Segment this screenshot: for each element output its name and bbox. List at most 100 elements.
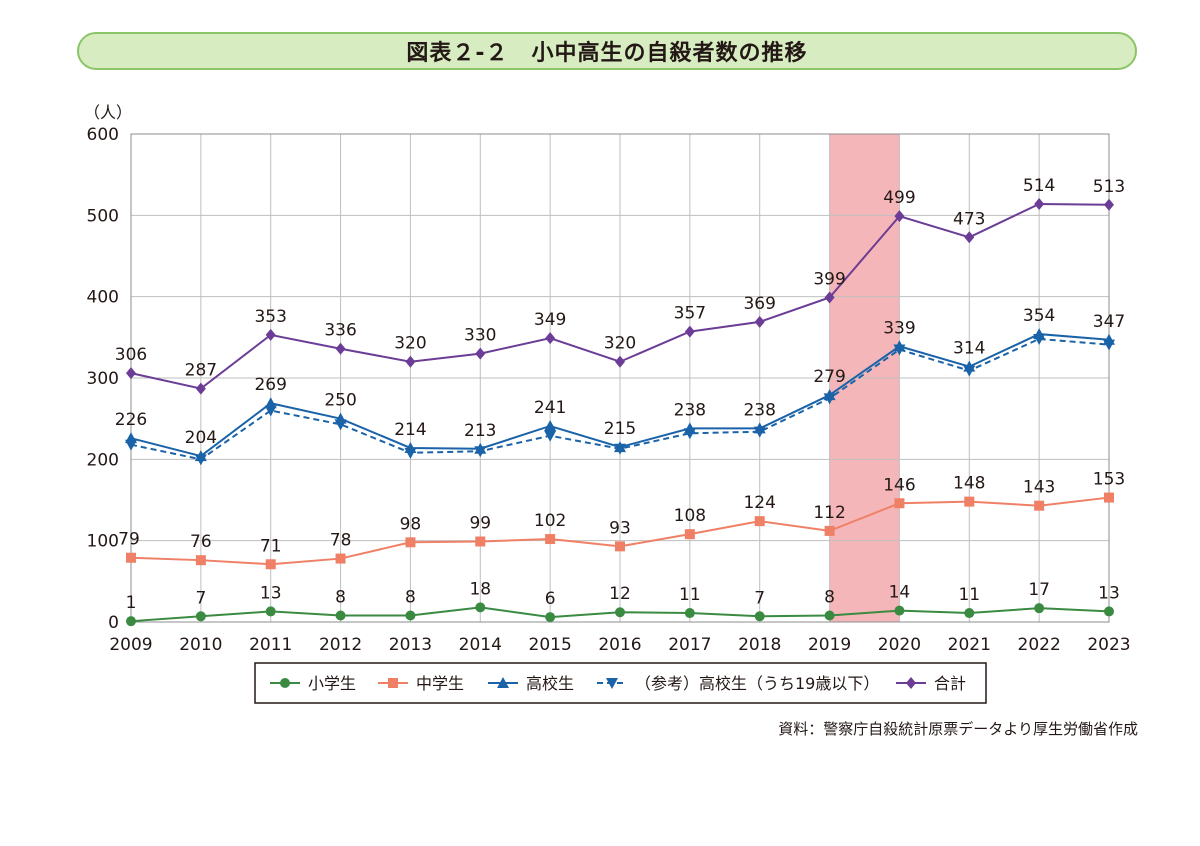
data-label: 7 bbox=[754, 588, 765, 608]
chart-title-bar: 図表２-２ 小中高生の自殺者数の推移 bbox=[77, 32, 1137, 70]
data-point bbox=[475, 602, 486, 613]
x-tick-label: 2020 bbox=[878, 635, 921, 655]
chart-title: 図表２-２ 小中高生の自殺者数の推移 bbox=[406, 41, 808, 66]
data-label: 347 bbox=[1093, 312, 1125, 332]
x-tick-label: 2013 bbox=[389, 635, 432, 655]
data-label: 226 bbox=[115, 410, 147, 430]
data-label: 336 bbox=[324, 321, 356, 341]
x-tick-label: 2014 bbox=[459, 635, 502, 655]
data-label: 17 bbox=[1028, 580, 1050, 600]
legend-marker bbox=[388, 678, 398, 688]
legend-marker bbox=[906, 677, 916, 689]
data-label: 8 bbox=[335, 587, 346, 607]
y-axis-label: （人） bbox=[84, 103, 132, 122]
y-tick-label: 100 bbox=[87, 532, 119, 552]
data-point bbox=[963, 360, 976, 372]
data-point bbox=[614, 441, 626, 453]
data-point bbox=[684, 529, 695, 540]
data-point bbox=[964, 231, 975, 244]
data-label: 99 bbox=[469, 513, 491, 533]
x-tick-label: 2015 bbox=[529, 635, 572, 655]
data-point bbox=[264, 405, 277, 417]
data-point bbox=[195, 555, 206, 566]
x-tick-label: 2012 bbox=[319, 635, 362, 655]
data-point bbox=[894, 605, 905, 616]
data-point bbox=[265, 328, 276, 341]
source-note: 資料：警察庁自殺統計原票データより厚生労働省作成 bbox=[778, 720, 1138, 738]
data-label: 13 bbox=[260, 583, 282, 603]
data-label: 320 bbox=[604, 334, 636, 354]
data-point bbox=[126, 616, 136, 627]
data-label: 112 bbox=[813, 503, 845, 523]
data-label: 369 bbox=[743, 294, 775, 314]
legend-label: 中学生 bbox=[416, 674, 464, 693]
data-point bbox=[335, 553, 346, 564]
x-tick-label: 2018 bbox=[738, 635, 781, 655]
data-point bbox=[1104, 492, 1114, 503]
data-label: 238 bbox=[743, 400, 775, 420]
data-point bbox=[545, 612, 556, 623]
data-label: 12 bbox=[609, 584, 631, 604]
data-label: 215 bbox=[604, 419, 636, 439]
data-label: 13 bbox=[1098, 583, 1120, 603]
data-label: 269 bbox=[254, 375, 286, 395]
data-label: 108 bbox=[674, 506, 706, 526]
legend-marker bbox=[606, 678, 618, 689]
data-point bbox=[475, 347, 486, 360]
data-label: 473 bbox=[953, 209, 985, 229]
x-tick-label: 2023 bbox=[1087, 635, 1130, 655]
x-tick-label: 2010 bbox=[179, 635, 222, 655]
x-tick-label: 2017 bbox=[668, 635, 711, 655]
data-point bbox=[824, 525, 835, 536]
data-point bbox=[195, 611, 206, 622]
x-tick-label: 2009 bbox=[109, 635, 152, 655]
data-point bbox=[894, 498, 905, 509]
data-point bbox=[126, 367, 136, 380]
data-label: 514 bbox=[1023, 176, 1055, 196]
data-point bbox=[334, 412, 347, 424]
x-tick-label: 2021 bbox=[948, 635, 991, 655]
data-label: 8 bbox=[405, 587, 416, 607]
x-tick-label: 2022 bbox=[1018, 635, 1061, 655]
data-point bbox=[1034, 197, 1045, 210]
y-tick-label: 500 bbox=[87, 206, 119, 226]
data-label: 349 bbox=[534, 310, 566, 330]
data-label: 98 bbox=[400, 514, 422, 534]
x-tick-label: 2019 bbox=[808, 635, 851, 655]
data-point bbox=[1033, 328, 1046, 340]
data-point bbox=[1034, 603, 1045, 614]
data-label: 6 bbox=[545, 589, 556, 609]
legend-marker bbox=[280, 678, 290, 688]
data-point bbox=[265, 559, 276, 570]
data-point bbox=[1104, 606, 1114, 617]
data-label: 102 bbox=[534, 511, 566, 531]
data-label: 330 bbox=[464, 326, 496, 346]
data-point bbox=[545, 332, 556, 345]
y-tick-label: 0 bbox=[108, 613, 119, 633]
data-label: 8 bbox=[824, 587, 835, 607]
data-point bbox=[824, 610, 835, 621]
data-label: 314 bbox=[953, 339, 985, 359]
data-point bbox=[405, 537, 416, 548]
data-point bbox=[615, 541, 625, 552]
data-point bbox=[684, 608, 695, 619]
data-point bbox=[405, 610, 416, 621]
data-point bbox=[544, 430, 557, 442]
data-label: 399 bbox=[813, 269, 845, 289]
data-point bbox=[544, 419, 557, 431]
data-point bbox=[893, 340, 906, 352]
data-label: 287 bbox=[185, 361, 217, 381]
legend-marker bbox=[497, 677, 509, 688]
data-label: 353 bbox=[254, 307, 286, 327]
legend-label: 高校生 bbox=[526, 674, 574, 693]
data-point bbox=[545, 534, 556, 545]
data-point bbox=[405, 355, 416, 368]
data-point bbox=[754, 516, 765, 527]
data-point bbox=[1034, 500, 1045, 511]
data-label: 306 bbox=[115, 345, 147, 365]
data-point bbox=[754, 315, 765, 328]
legend-label: （参考）高校生（うち19歳以下） bbox=[635, 674, 879, 693]
data-point bbox=[754, 611, 765, 622]
data-label: 320 bbox=[394, 334, 426, 354]
